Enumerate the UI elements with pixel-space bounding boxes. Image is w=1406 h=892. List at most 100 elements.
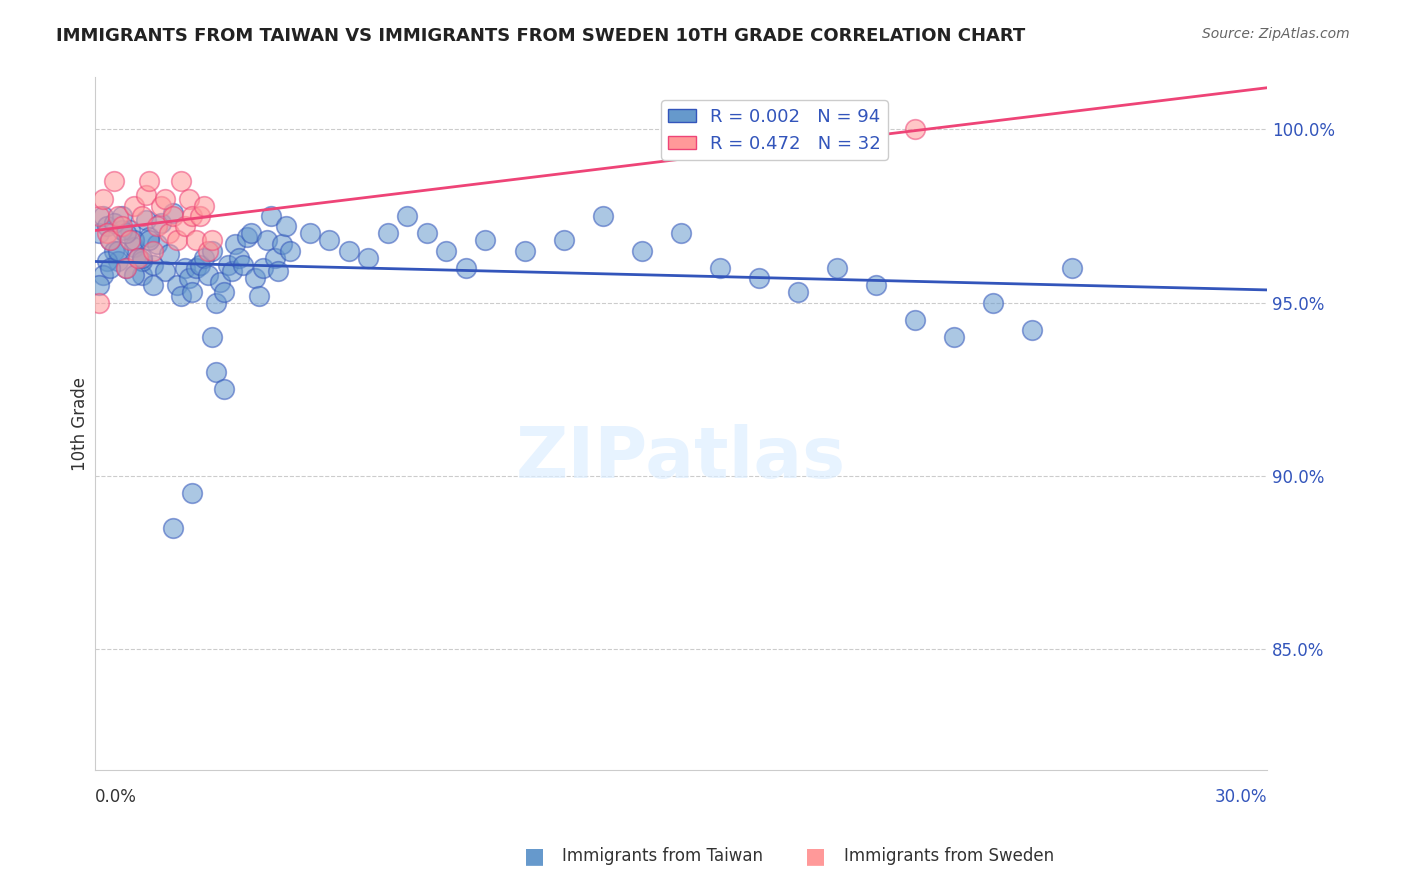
Point [177,192,200,206]
Point [135,188,157,202]
Point [150,199,173,213]
Point [243,271,266,285]
Point [96,254,118,268]
Point [153,264,176,278]
Point [131,209,153,223]
Text: ■: ■ [524,847,544,866]
Point [212,285,235,300]
Point [166,278,188,293]
Point [256,233,278,247]
Point [298,227,321,241]
Text: ■: ■ [806,847,825,866]
Text: IMMIGRANTS FROM TAIWAN VS IMMIGRANTS FROM SWEDEN 10TH GRADE CORRELATION CHART: IMMIGRANTS FROM TAIWAN VS IMMIGRANTS FRO… [56,27,1025,45]
Point [127,251,149,265]
Point [240,227,263,241]
Point [96,227,118,241]
Point [201,244,224,258]
Point [263,251,285,265]
Point [157,227,180,241]
Point [103,174,125,188]
Point [138,174,160,188]
Point [170,174,193,188]
Point [337,244,360,258]
Point [181,209,204,223]
Point [100,233,122,247]
Point [188,258,211,272]
Point [153,192,176,206]
Point [138,233,160,247]
Point [142,244,165,258]
Point [252,260,274,275]
Point [173,260,195,275]
Point [173,219,195,234]
Point [107,254,129,268]
Point [131,268,153,282]
Point [276,219,298,234]
Point [162,521,184,535]
Point [212,382,235,396]
Point [197,244,219,258]
Point [748,271,770,285]
Point [318,233,340,247]
Point [474,233,496,247]
Point [115,227,138,241]
Point [201,233,224,247]
Point [131,254,153,268]
Point [170,289,193,303]
Point [377,227,399,241]
Point [630,244,652,258]
Text: Immigrants from Taiwan: Immigrants from Taiwan [562,847,763,865]
Point [669,227,692,241]
Point [454,260,477,275]
Point [146,219,169,234]
Point [107,209,129,223]
Point [904,313,927,327]
Point [100,260,122,275]
Point [228,251,250,265]
Point [236,230,259,244]
Point [181,285,204,300]
Text: Source: ZipAtlas.com: Source: ZipAtlas.com [1202,27,1350,41]
Point [259,209,281,223]
Point [142,278,165,293]
Point [278,244,301,258]
Point [162,205,184,219]
Point [135,212,157,227]
Point [157,247,180,261]
Point [357,251,380,265]
Point [131,251,153,265]
Point [181,486,204,500]
Point [205,365,228,379]
Text: Immigrants from Sweden: Immigrants from Sweden [844,847,1053,865]
Point [87,209,110,223]
Point [436,244,458,258]
Point [193,199,215,213]
Point [100,233,122,247]
Point [787,285,810,300]
Point [208,275,231,289]
Text: 0.0%: 0.0% [94,788,136,805]
Y-axis label: 10th Grade: 10th Grade [72,377,89,471]
Point [166,233,188,247]
Point [103,216,125,230]
Point [91,209,114,223]
Point [107,244,129,258]
Point [96,219,118,234]
Text: 30.0%: 30.0% [1215,788,1267,805]
Point [396,209,419,223]
Point [983,295,1005,310]
Point [247,289,270,303]
Point [592,209,614,223]
Point [87,295,110,310]
Point [127,251,149,265]
Point [115,260,138,275]
Point [825,260,848,275]
Point [162,209,184,223]
Point [201,330,224,344]
Point [118,233,141,247]
Point [197,268,219,282]
Point [103,244,125,258]
Point [186,260,208,275]
Point [193,251,215,265]
Point [205,295,228,310]
